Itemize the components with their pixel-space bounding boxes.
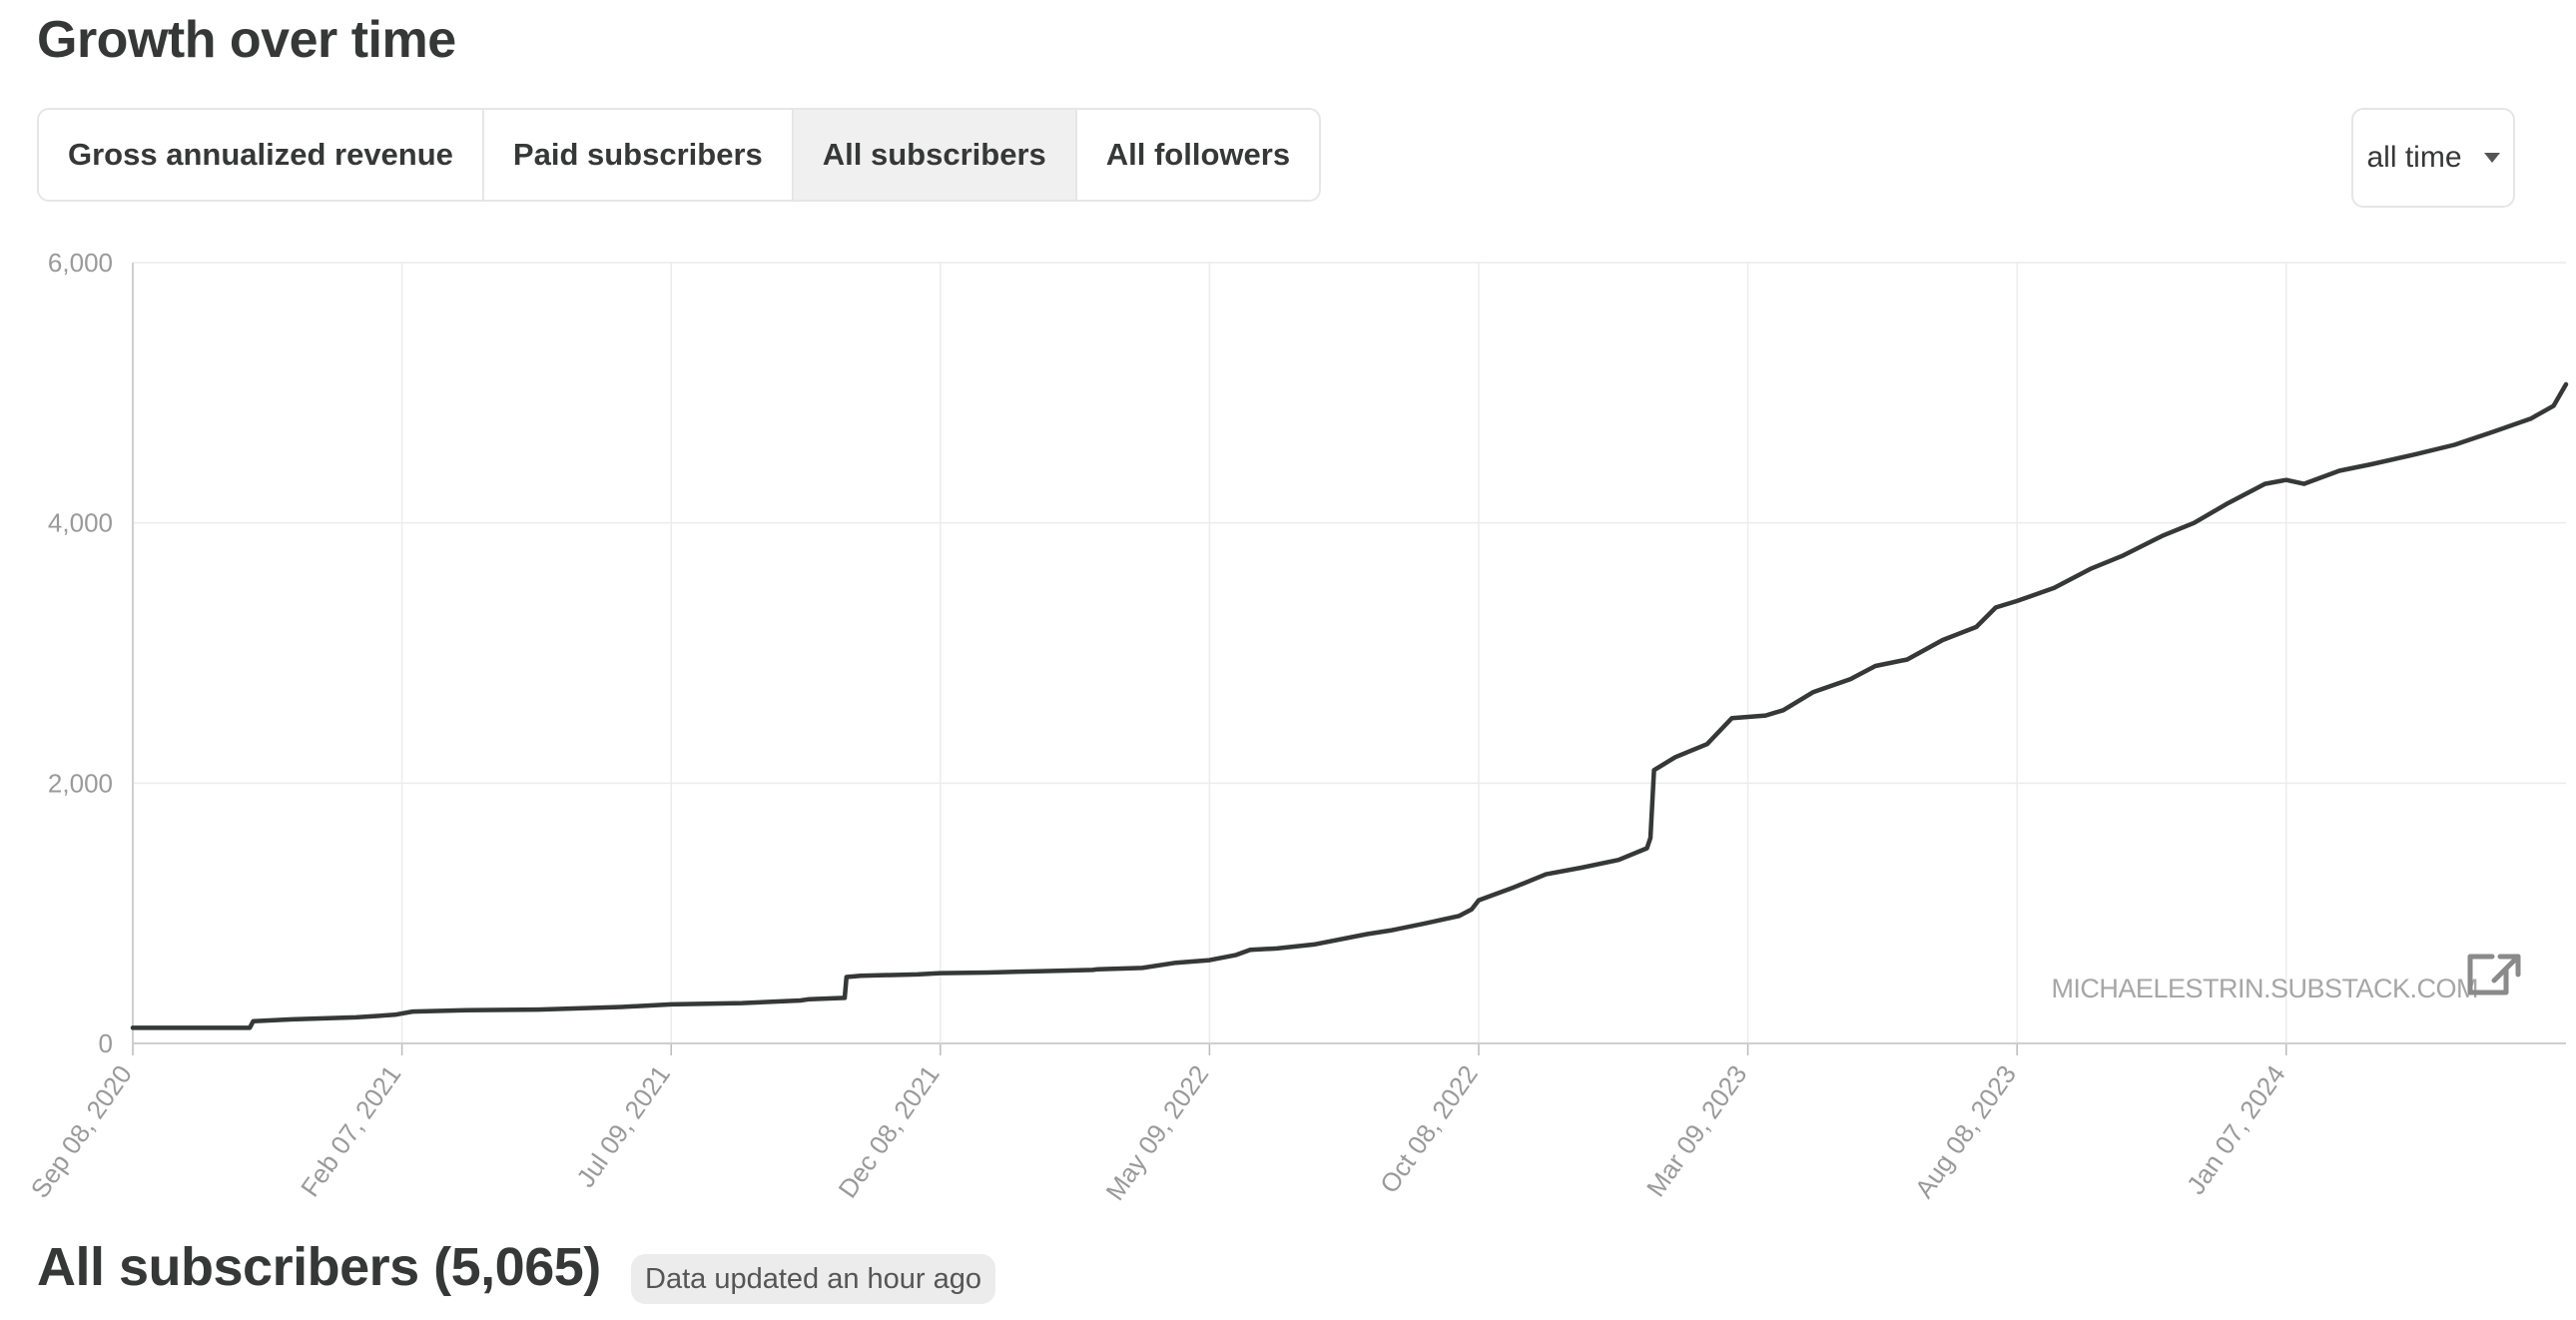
- y-tick-label: 4,000: [48, 508, 113, 538]
- y-tick-label: 0: [99, 1028, 113, 1058]
- series-line: [130, 381, 2569, 1030]
- x-tick-label: Sep 08, 2020: [25, 1059, 138, 1203]
- data-updated-badge: Data updated an hour ago: [631, 1254, 995, 1304]
- external-link-icon[interactable]: [2467, 954, 2521, 995]
- y-tick-label: 2,000: [48, 768, 113, 798]
- x-tick-label: Mar 09, 2023: [1640, 1059, 1752, 1202]
- y-tick-label: 6,000: [48, 248, 113, 278]
- x-tick-label: Aug 08, 2023: [1909, 1059, 2022, 1203]
- x-tick-label: Jan 07, 2024: [2181, 1059, 2291, 1199]
- watermark-text: MICHAELESTRIN.SUBSTACK.COM: [2051, 974, 2478, 1003]
- tab-paid-subscribers[interactable]: Paid subscribers: [483, 110, 794, 200]
- x-tick-label: May 09, 2022: [1099, 1059, 1214, 1205]
- growth-chart: 0 2,000 4,000 6,000 Sep 08, 2020 Feb 07, 2021…: [25, 248, 2569, 1206]
- caret-down-icon: [2483, 153, 2500, 163]
- tab-gross-annualized-revenue[interactable]: Gross annualized revenue: [39, 110, 484, 200]
- tab-all-subscribers[interactable]: All subscribers: [793, 110, 1077, 200]
- tab-all-followers[interactable]: All followers: [1076, 110, 1320, 200]
- x-tick-label: Oct 08, 2022: [1374, 1059, 1484, 1198]
- metric-tabs: Gross annualized revenue Paid subscriber…: [37, 108, 1322, 202]
- time-range-select[interactable]: all time: [2351, 108, 2515, 208]
- subscriber-count-title: All subscribers (5,065): [37, 1237, 601, 1297]
- x-tick-label: Feb 07, 2021: [295, 1059, 406, 1202]
- time-range-value: all time: [2366, 141, 2462, 174]
- x-tick-label: Dec 08, 2021: [832, 1059, 945, 1203]
- x-tick-label: Jul 09, 2021: [570, 1059, 676, 1192]
- page-title: Growth over time: [37, 11, 456, 69]
